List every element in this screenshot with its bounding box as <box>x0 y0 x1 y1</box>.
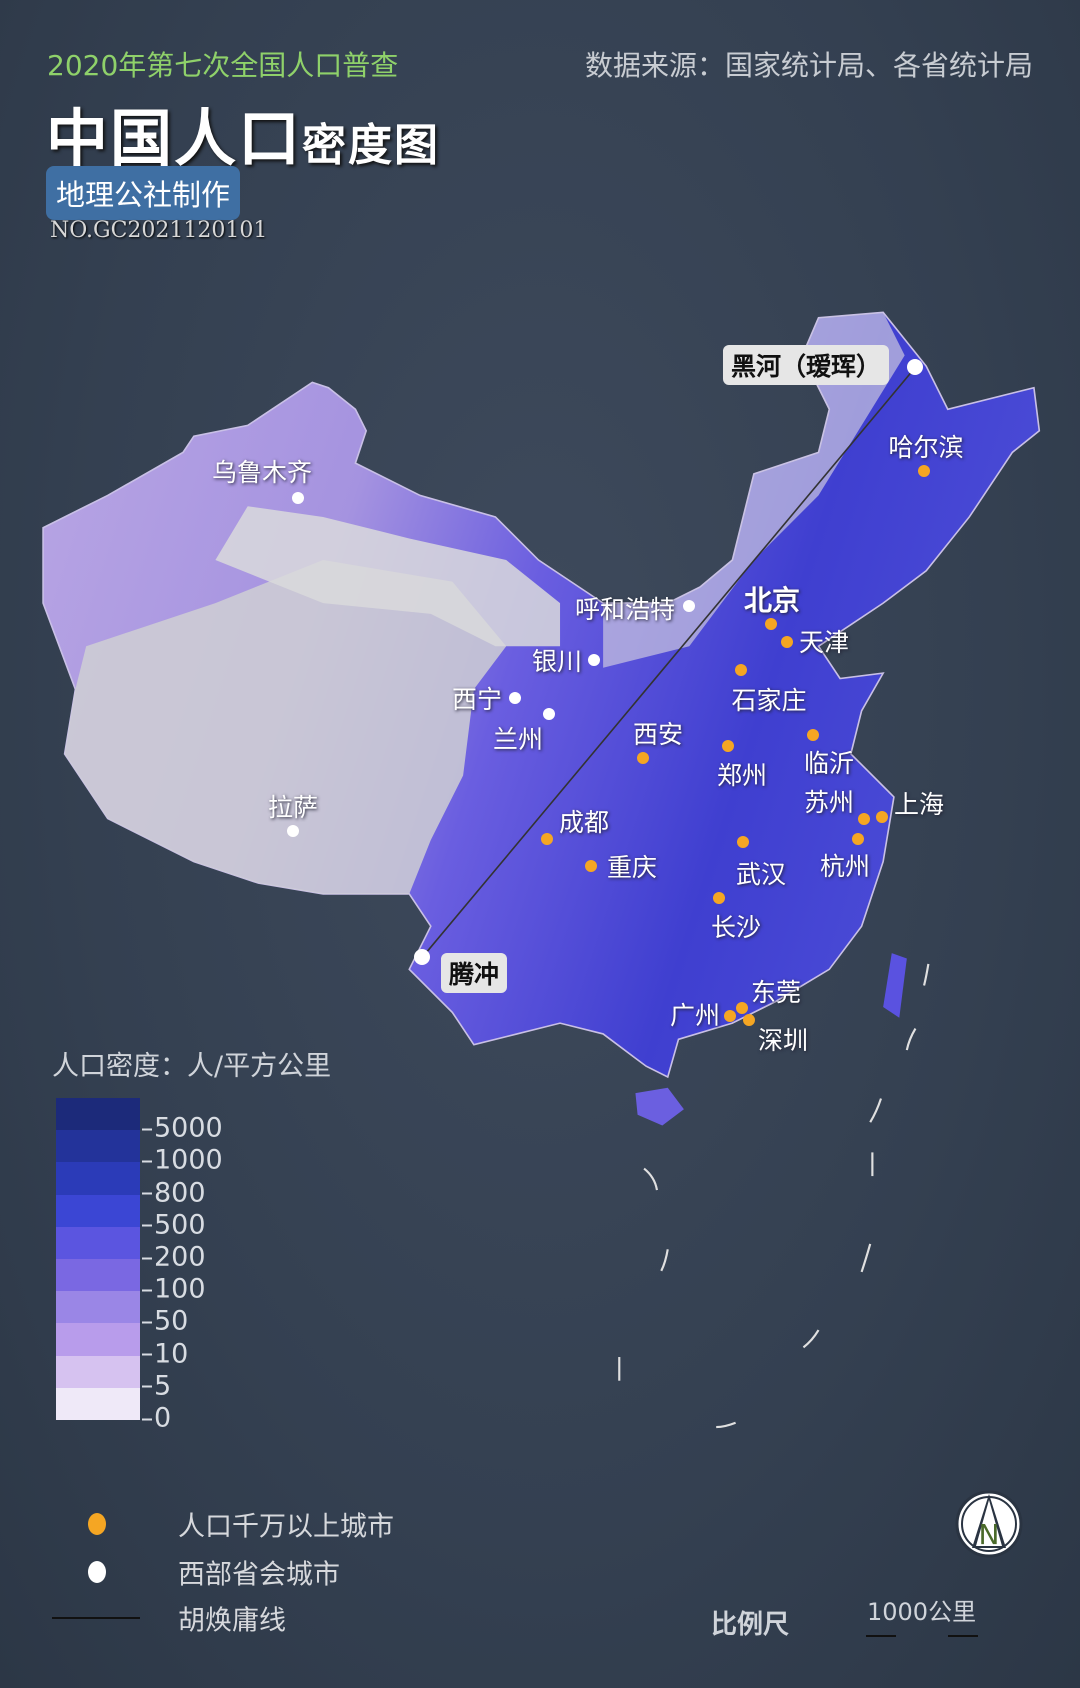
city-label: 成都 <box>558 808 610 837</box>
city-label: 北京 <box>743 584 801 617</box>
city-label: 武汉 <box>735 860 787 889</box>
city-dot <box>852 833 864 845</box>
compass-letter: N <box>979 1518 1000 1551</box>
city-label: 腾冲 <box>440 953 508 993</box>
megacity-legend-label: 人口千万以上城市 <box>178 1511 394 1543</box>
density-band <box>56 1387 140 1421</box>
north-arrow-icon: N <box>955 1490 1023 1558</box>
city-label: 东莞 <box>750 978 802 1007</box>
city-dot <box>292 492 304 504</box>
data-source: 数据来源：国家统计局、各省统计局 <box>585 49 1034 82</box>
city-dot <box>543 708 555 720</box>
density-band <box>56 1259 140 1292</box>
density-tick-label: 5000 <box>142 1113 223 1144</box>
density-tick-label: 0 <box>142 1403 171 1434</box>
density-tick-label: 1000 <box>142 1145 223 1176</box>
city-label: 西安 <box>632 720 684 749</box>
density-tick-label: 200 <box>142 1242 206 1273</box>
city-label: 重庆 <box>606 853 658 882</box>
city-label: 深圳 <box>757 1026 809 1055</box>
city-dot <box>858 813 870 825</box>
city-dot <box>585 860 597 872</box>
city-label: 西宁 <box>451 685 503 714</box>
city-label: 郑州 <box>716 761 768 790</box>
density-band <box>56 1098 140 1131</box>
city-dot <box>765 618 777 630</box>
city-dot <box>918 465 930 477</box>
taiwan-island <box>883 953 907 1018</box>
density-band <box>56 1162 140 1195</box>
western-capital-legend-label: 西部省会城市 <box>178 1559 340 1591</box>
city-dot <box>287 825 299 837</box>
city-label: 长沙 <box>710 913 762 942</box>
maker-badge: 地理公社制作 <box>46 166 241 220</box>
density-color-bar <box>56 1098 140 1421</box>
city-dot <box>737 836 749 848</box>
density-band <box>56 1323 140 1356</box>
city-dot <box>735 664 747 676</box>
tibet-low-density-region <box>64 560 507 894</box>
city-label: 苏州 <box>803 788 855 817</box>
megacity-legend-dot <box>88 1513 106 1535</box>
city-dot <box>743 1014 755 1026</box>
city-label: 银川 <box>531 647 583 676</box>
serial-number: NO.GC2021120101 <box>50 218 268 243</box>
density-legend-title: 人口密度：人/平方公里 <box>52 1051 332 1082</box>
city-label: 临沂 <box>803 749 855 778</box>
page-title: 中国人口密度图 <box>46 88 440 178</box>
city-label: 呼和浩特 <box>574 595 676 624</box>
scale-distance: 1000公里 <box>867 1598 977 1626</box>
density-band <box>56 1226 140 1260</box>
city-label: 广州 <box>669 1001 721 1030</box>
density-band <box>56 1130 140 1163</box>
city-label: 拉萨 <box>267 793 319 822</box>
hainan-island <box>635 1087 684 1126</box>
city-label: 天津 <box>798 628 850 657</box>
density-tick-label: 10 <box>142 1338 188 1369</box>
city-dot <box>713 892 725 904</box>
south-china-sea-dashes <box>618 963 930 1429</box>
density-band <box>56 1355 140 1388</box>
city-dot <box>724 1010 736 1022</box>
inner-mongolia-low-density-region <box>603 312 905 668</box>
city-dot <box>876 811 888 823</box>
hu-line-legend-label: 胡焕庸线 <box>178 1605 286 1637</box>
city-label: 石家庄 <box>731 686 807 715</box>
taklamakan-low-density-region <box>215 506 561 647</box>
city-dot <box>736 1002 748 1014</box>
city-dot <box>588 654 600 666</box>
city-dot <box>907 359 923 375</box>
census-subtitle: 2020年第七次全国人口普查 <box>47 49 399 82</box>
city-dot <box>541 833 553 845</box>
city-dot <box>722 740 734 752</box>
city-dot <box>414 949 430 965</box>
density-tick-label: 50 <box>142 1306 188 1337</box>
city-dot <box>807 729 819 741</box>
city-dot <box>683 600 695 612</box>
title-small: 密度图 <box>302 120 441 171</box>
city-label: 黑河（瑷珲） <box>722 345 890 385</box>
city-label: 兰州 <box>492 725 544 754</box>
city-label: 杭州 <box>819 852 871 881</box>
density-tick-label: 5 <box>142 1370 171 1401</box>
city-dot <box>781 636 793 648</box>
scale-label: 比例尺 <box>711 1610 790 1640</box>
density-band <box>56 1291 140 1324</box>
city-label: 上海 <box>893 790 945 819</box>
density-tick-label: 800 <box>142 1177 206 1208</box>
density-tick-label: 500 <box>142 1209 206 1240</box>
city-dot <box>509 692 521 704</box>
city-label: 哈尔滨 <box>888 433 964 462</box>
title-large: 中国人口 <box>46 102 303 175</box>
western-capital-legend-dot <box>88 1561 106 1583</box>
hu-line <box>421 366 917 958</box>
city-label: 乌鲁木齐 <box>211 458 313 487</box>
city-dot <box>637 752 649 764</box>
density-tick-label: 100 <box>142 1274 206 1305</box>
density-band <box>56 1194 140 1227</box>
